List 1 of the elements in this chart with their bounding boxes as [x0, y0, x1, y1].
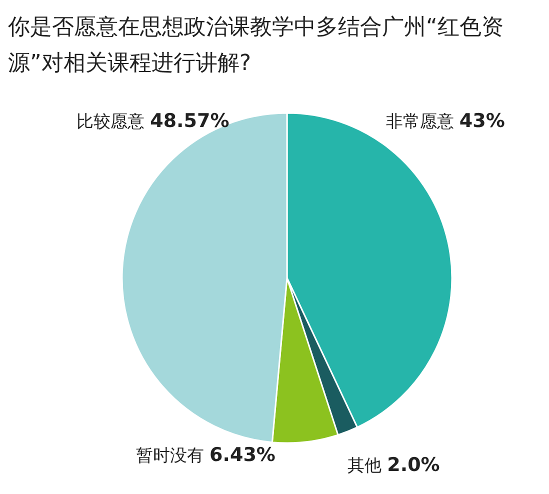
title: 你是否愿意在思想政治课教学中多结合广州“红色资源”对相关课程进行讲解? — [8, 14, 504, 78]
